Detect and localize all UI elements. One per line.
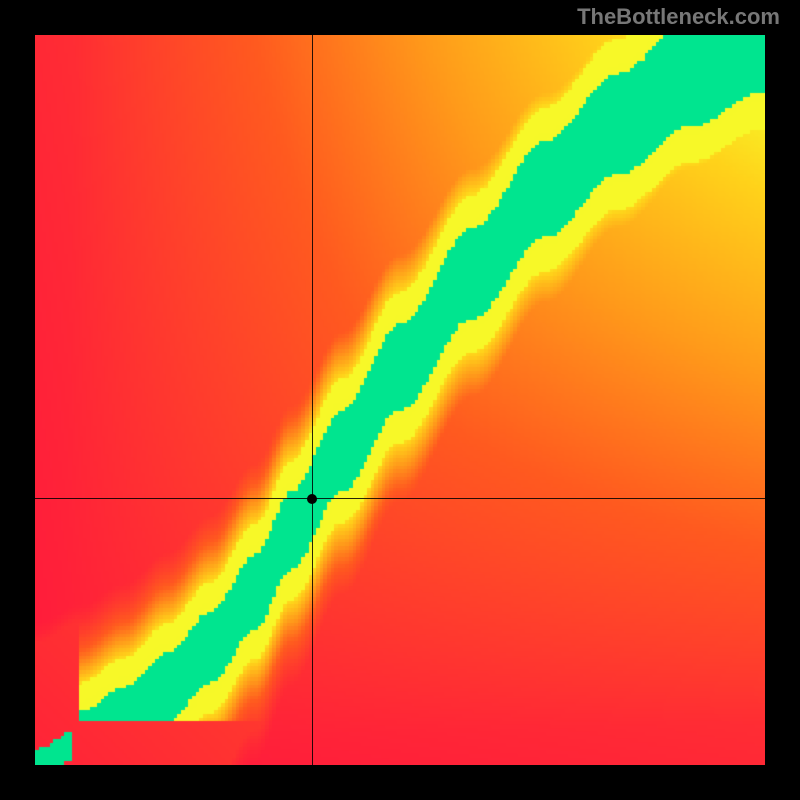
- crosshair-horizontal: [35, 498, 765, 499]
- chart-container: TheBottleneck.com: [0, 0, 800, 800]
- bottleneck-heatmap: [35, 35, 765, 765]
- selection-marker: [307, 494, 317, 504]
- crosshair-vertical: [312, 35, 313, 765]
- watermark-text: TheBottleneck.com: [577, 4, 780, 30]
